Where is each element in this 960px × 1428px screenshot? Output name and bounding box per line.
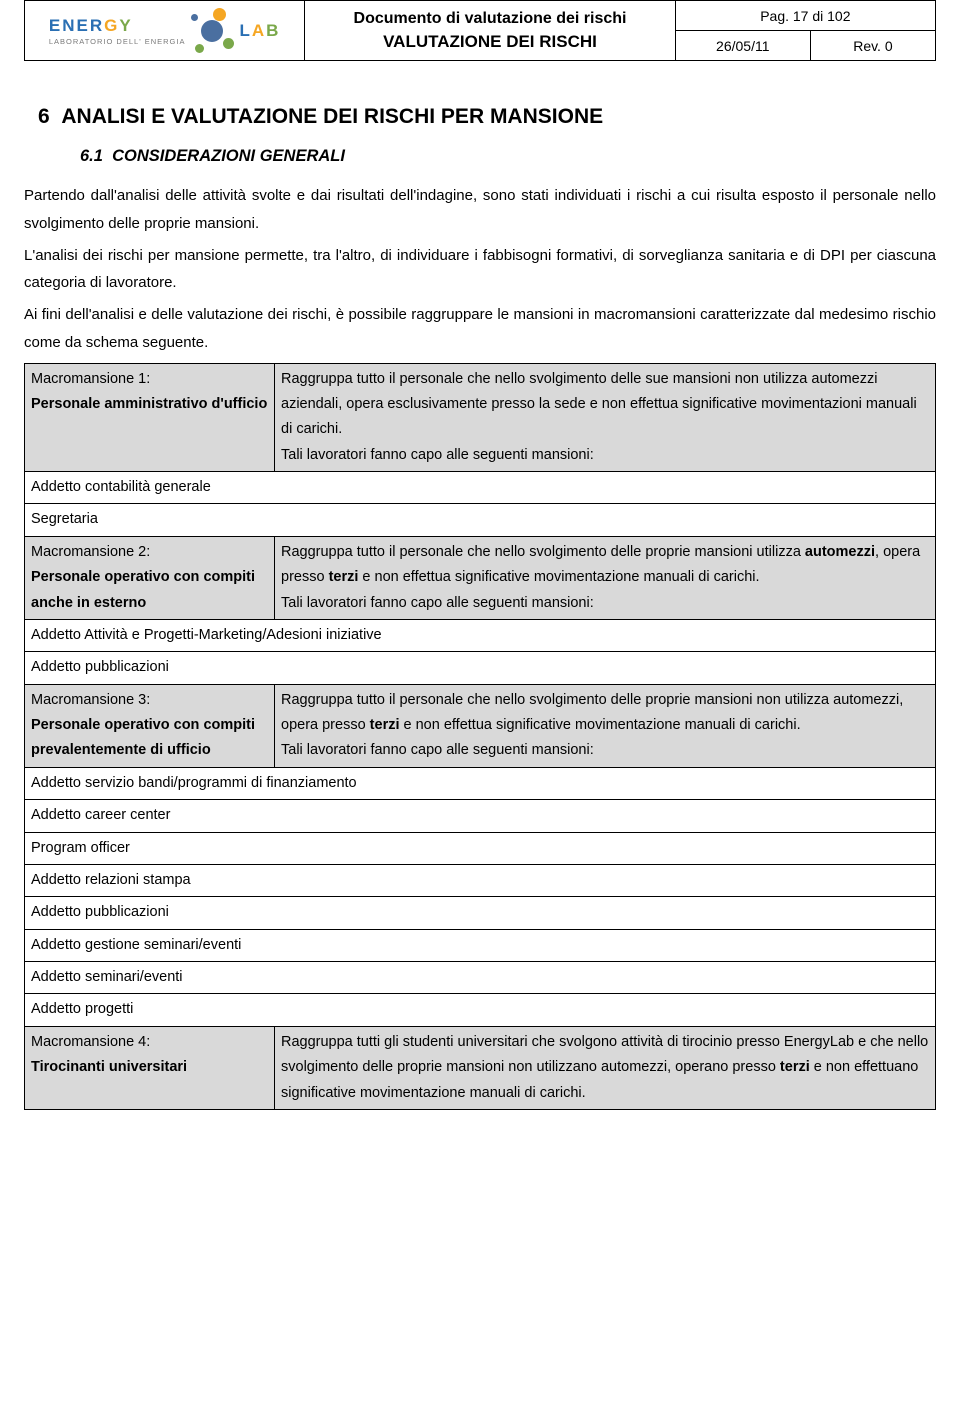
doc-rev: Rev. 0 [810, 31, 935, 61]
m2-name: Personale operativo con compiti anche in… [31, 569, 255, 610]
m1-name: Personale amministrativo d'ufficio [31, 396, 267, 412]
subsection-heading: 6.1 CONSIDERAZIONI GENERALI [80, 147, 936, 166]
m2-desc-1d: terzi [329, 569, 359, 585]
logo-text: ENER [49, 16, 104, 35]
m3-desc-1b: terzi [370, 717, 400, 733]
m1-desc-2: Tali lavoratori fanno capo alle seguenti… [281, 447, 594, 463]
logo-text: A [252, 21, 266, 40]
m3-row3: Program officer [25, 832, 936, 864]
m2-label-cell: Macromansione 2: Personale operativo con… [25, 536, 275, 619]
section-number: 6 [38, 105, 50, 128]
m2-desc-2: Tali lavoratori fanno capo alle seguenti… [281, 595, 594, 611]
paragraph-3: Ai fini dell'analisi e delle valutazione… [24, 301, 936, 357]
m1-label-cell: Macromansione 1: Personale amministrativ… [25, 363, 275, 472]
m2-row2: Addetto pubblicazioni [25, 652, 936, 684]
m2-label: Macromansione 2: [31, 544, 150, 560]
m3-row7: Addetto seminari/eventi [25, 962, 936, 994]
logo-icon [189, 8, 235, 54]
m3-label-cell: Macromansione 3: Personale operativo con… [25, 684, 275, 767]
m3-row6: Addetto gestione seminari/eventi [25, 929, 936, 961]
logo-cell: ENERGY LABORATORIO DELL' ENERGIA LAB [25, 1, 305, 61]
doc-title-line1: Documento di valutazione dei rischi [311, 10, 668, 28]
m2-desc-cell: Raggruppa tutto il personale che nello s… [275, 536, 936, 619]
m2-row1: Addetto Attività e Progetti-Marketing/Ad… [25, 619, 936, 651]
logo-text: B [266, 21, 280, 40]
m3-row4: Addetto relazioni stampa [25, 864, 936, 896]
section-heading: 6 ANALISI E VALUTAZIONE DEI RISCHI PER M… [38, 105, 936, 129]
m4-label: Macromansione 4: [31, 1034, 150, 1050]
paragraph-1: Partendo dall'analisi delle attività svo… [24, 182, 936, 238]
m3-row5: Addetto pubblicazioni [25, 897, 936, 929]
page-number: Pag. 17 di 102 [675, 1, 935, 31]
m2-desc-1b: automezzi [805, 544, 875, 560]
m4-label-cell: Macromansione 4: Tirocinanti universitar… [25, 1026, 275, 1109]
subsection-title: CONSIDERAZIONI GENERALI [112, 147, 345, 165]
logo-subtitle: LABORATORIO DELL' ENERGIA [49, 37, 186, 46]
m1-row2: Segretaria [25, 504, 936, 536]
subsection-number: 6.1 [80, 147, 103, 165]
doc-date: 26/05/11 [675, 31, 810, 61]
m3-row2: Addetto career center [25, 800, 936, 832]
section-title: ANALISI E VALUTAZIONE DEI RISCHI PER MAN… [61, 105, 603, 128]
m4-desc-cell: Raggruppa tutti gli studenti universitar… [275, 1026, 936, 1109]
doc-title-line2: VALUTAZIONE DEI RISCHI [311, 32, 668, 52]
doc-title-cell: Documento di valutazione dei rischi VALU… [305, 1, 675, 61]
m3-desc-2: Tali lavoratori fanno capo alle seguenti… [281, 742, 594, 758]
macromansioni-table: Macromansione 1: Personale amministrativ… [24, 363, 936, 1110]
m4-desc-b: terzi [780, 1059, 810, 1075]
m1-desc-1: Raggruppa tutto il personale che nello s… [281, 371, 917, 438]
m1-desc-cell: Raggruppa tutto il personale che nello s… [275, 363, 936, 472]
m3-row8: Addetto progetti [25, 994, 936, 1026]
m3-label: Macromansione 3: [31, 692, 150, 708]
m3-row1: Addetto servizio bandi/programmi di fina… [25, 767, 936, 799]
paragraph-2: L'analisi dei rischi per mansione permet… [24, 242, 936, 298]
logo-text: L [239, 21, 251, 40]
m1-label: Macromansione 1: [31, 371, 150, 387]
logo-text: G [104, 16, 119, 35]
m2-desc-1a: Raggruppa tutto il personale che nello s… [281, 544, 805, 560]
m3-desc-1c: e non effettua significative movimentazi… [400, 717, 801, 733]
m4-name: Tirocinanti universitari [31, 1059, 187, 1075]
m3-name: Personale operativo con compiti prevalen… [31, 717, 255, 758]
logo: ENERGY LABORATORIO DELL' ENERGIA LAB [31, 5, 298, 56]
m1-row1: Addetto contabilità generale [25, 472, 936, 504]
document-header: ENERGY LABORATORIO DELL' ENERGIA LAB Doc… [24, 0, 936, 61]
logo-text: Y [119, 16, 132, 35]
m3-desc-cell: Raggruppa tutto il personale che nello s… [275, 684, 936, 767]
m2-desc-1e: e non effettua significative movimentazi… [358, 569, 759, 585]
